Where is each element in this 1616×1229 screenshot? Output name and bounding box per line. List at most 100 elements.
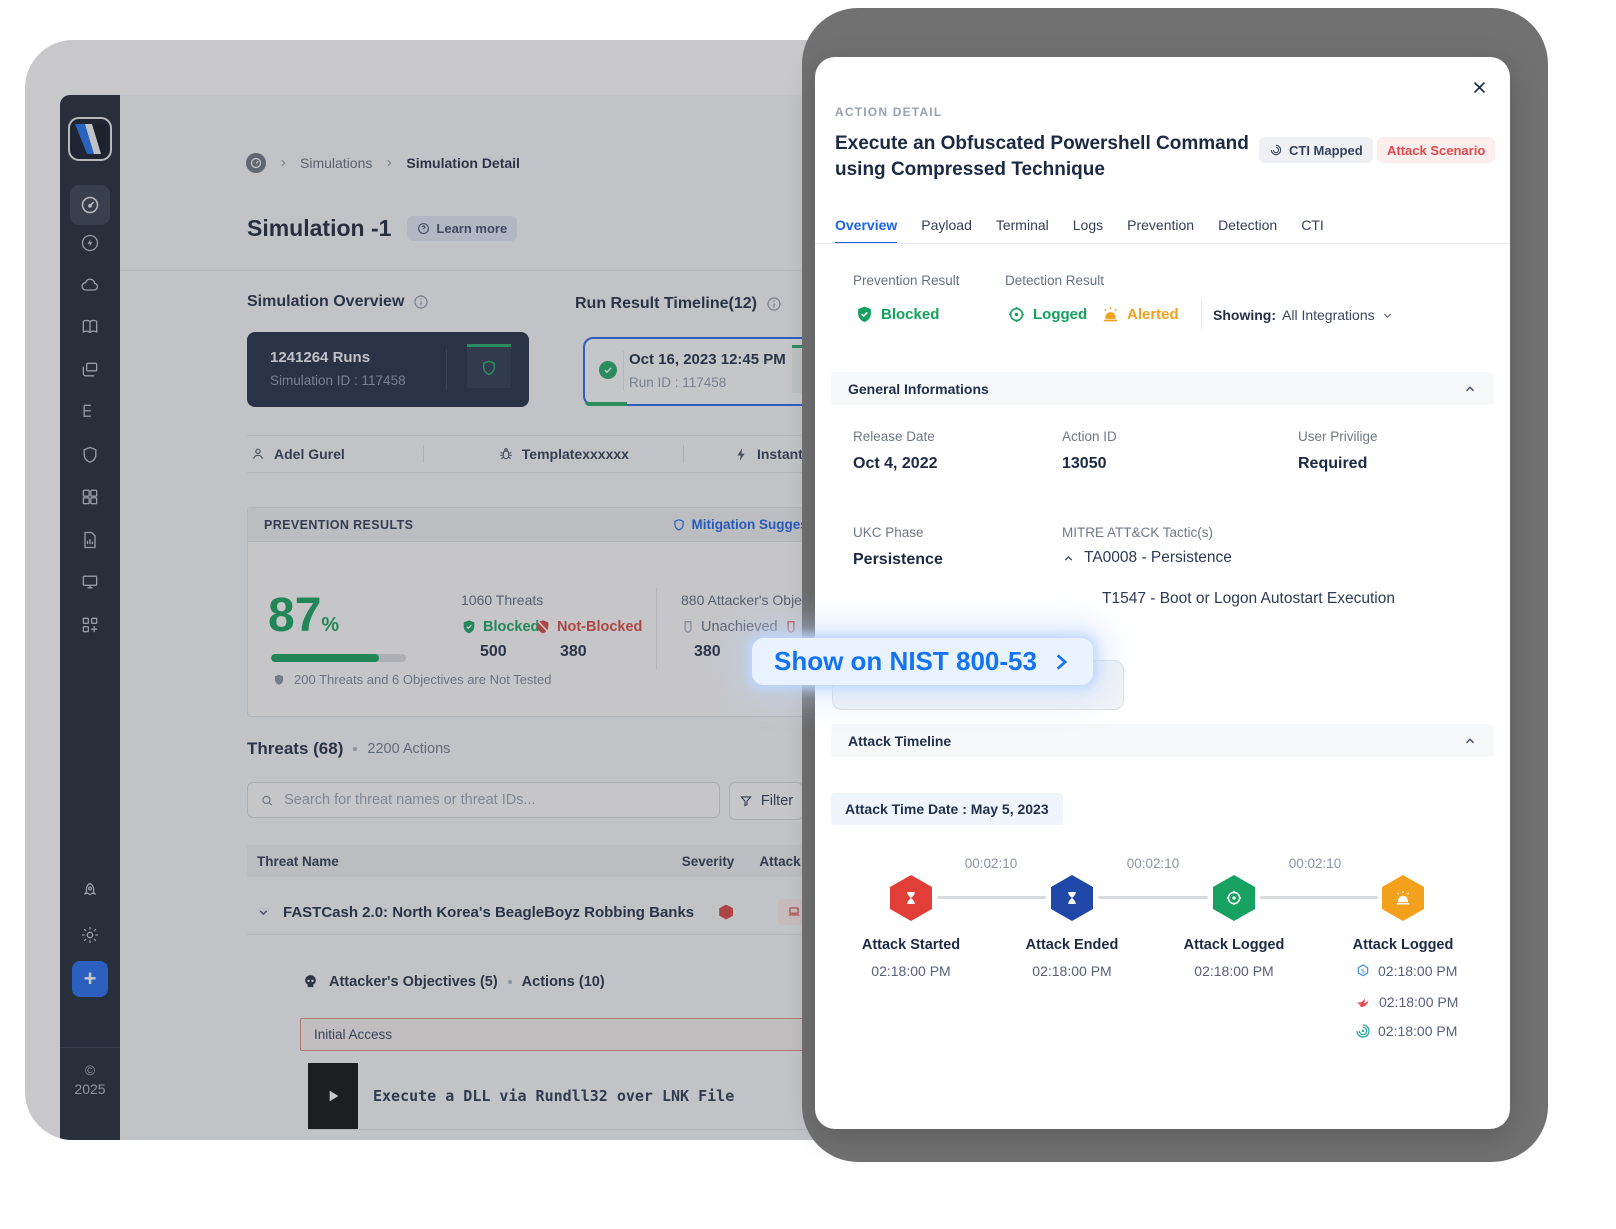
detection-alerted-value: Alerted bbox=[1101, 305, 1179, 324]
tab-prevention[interactable]: Prevention bbox=[1127, 217, 1195, 233]
attack-scenario-badge[interactable]: Attack Scenario bbox=[1377, 137, 1496, 163]
objectives-count[interactable]: Attacker's Objectives (5) bbox=[329, 973, 498, 990]
cti-mapped-badge[interactable]: CTI Mapped bbox=[1259, 137, 1373, 163]
bug-icon bbox=[500, 448, 512, 460]
action-name[interactable]: Execute a DLL via Rundll32 over LNK File bbox=[373, 1087, 735, 1105]
threats-total: 1060 Threats bbox=[461, 592, 544, 608]
app-logo[interactable] bbox=[68, 117, 112, 161]
ukc-phase-value: Persistence bbox=[853, 551, 943, 568]
threat-search[interactable] bbox=[247, 782, 720, 818]
schedule-mode: Instant bbox=[756, 446, 803, 462]
breadcrumb-simulations[interactable]: Simulations bbox=[300, 155, 373, 171]
info-icon[interactable] bbox=[413, 294, 429, 310]
sidebar-item-hierarchy[interactable] bbox=[80, 402, 100, 422]
action-play-button[interactable] bbox=[308, 1063, 358, 1129]
tab-terminal[interactable]: Terminal bbox=[995, 217, 1049, 233]
schedule-item[interactable]: Instant bbox=[734, 446, 803, 462]
chevron-up-icon bbox=[1466, 737, 1474, 743]
general-informations-header[interactable]: General Informations bbox=[831, 372, 1494, 405]
tab-cti[interactable]: CTI bbox=[1301, 217, 1324, 233]
template-item[interactable]: Templatexxxxxx bbox=[498, 446, 629, 462]
attack-logged-node bbox=[1213, 875, 1255, 921]
sidebar-item-whats-new[interactable] bbox=[80, 881, 100, 901]
general-informations-title: General Informations bbox=[848, 380, 989, 397]
tab-payload[interactable]: Payload bbox=[921, 217, 972, 233]
showing-filter[interactable]: Showing: All Integrations bbox=[1213, 307, 1394, 323]
swirl-integration-icon bbox=[1356, 1024, 1370, 1038]
mitre-tactic-row[interactable]: TA0008 - Persistence bbox=[1062, 549, 1232, 567]
col-threat-name: Threat Name bbox=[257, 853, 339, 869]
sidebar-item-reports[interactable] bbox=[80, 530, 100, 550]
sidebar-item-settings[interactable] bbox=[80, 925, 100, 945]
duration-1: 00:02:10 bbox=[964, 856, 1018, 871]
prevention-card-header: PREVENTION RESULTS Mitigation Suggestion… bbox=[248, 508, 874, 542]
run-date: Oct 16, 2023 12:45 PM bbox=[629, 351, 786, 368]
sidebar-item-security[interactable] bbox=[80, 445, 100, 465]
question-icon bbox=[418, 223, 430, 234]
chevron-up-icon bbox=[1064, 555, 1073, 561]
blocked-status: Blocked bbox=[881, 306, 940, 323]
screens-icon bbox=[82, 362, 98, 377]
show-on-nist-button[interactable]: Show on NIST 800-53 bbox=[752, 638, 1093, 685]
sidebar-item-environments[interactable] bbox=[80, 360, 100, 380]
chevron-down-icon[interactable] bbox=[257, 906, 270, 919]
home-gauge-icon[interactable] bbox=[246, 153, 266, 173]
sidebar-item-agents[interactable] bbox=[80, 572, 100, 592]
alarm-icon bbox=[1396, 891, 1410, 905]
template-name: Templatexxxxxx bbox=[521, 446, 629, 462]
runs-count: 1241264 Runs bbox=[270, 349, 371, 366]
sidebar-item-add-modules[interactable] bbox=[80, 615, 100, 635]
simulation-overview-heading: Simulation Overview bbox=[247, 293, 429, 311]
shield-check-icon bbox=[463, 620, 475, 634]
hourglass-icon bbox=[907, 892, 915, 904]
detection-result-label: Detection Result bbox=[1005, 273, 1105, 288]
unachieved-label: Unachieved bbox=[701, 619, 778, 635]
page-title-row: Simulation -1 Learn more bbox=[247, 215, 518, 242]
attack-time-date-chip: Attack Time Date : May 5, 2023 bbox=[831, 793, 1063, 825]
attack-timeline-header[interactable]: Attack Timeline bbox=[831, 724, 1494, 757]
action-title: Execute an Obfuscated Powershell Command… bbox=[835, 131, 1265, 183]
tab-detection[interactable]: Detection bbox=[1218, 217, 1278, 233]
sidebar-item-integrations[interactable] bbox=[80, 487, 100, 507]
tabs-divider bbox=[815, 243, 1510, 244]
unachieved-value: 380 bbox=[694, 643, 721, 660]
card-divider bbox=[446, 349, 447, 390]
sidebar-item-cloud[interactable] bbox=[80, 275, 100, 295]
node2-label: Attack Ended bbox=[1025, 937, 1119, 953]
ukc-phase-label: UKC Phase bbox=[853, 525, 924, 540]
node4-time-row-1: 02:18:00 PM bbox=[1355, 963, 1457, 979]
sidebar-item-dashboard[interactable] bbox=[70, 185, 110, 225]
runs-summary-card[interactable]: 1241264 Runs Simulation ID : 117458 bbox=[247, 332, 529, 407]
shield-icon bbox=[673, 518, 684, 531]
gauge-icon bbox=[81, 196, 99, 214]
blocked-label: Blocked bbox=[483, 619, 540, 635]
node1-time: 02:18:00 PM bbox=[871, 963, 951, 979]
success-check-icon bbox=[599, 361, 617, 379]
actions-count-label[interactable]: Actions (10) bbox=[521, 973, 605, 990]
stats-divider bbox=[656, 588, 657, 670]
copyright-year: 2025 bbox=[74, 1081, 106, 1097]
sidebar-add-button[interactable]: + bbox=[72, 961, 108, 997]
search-input[interactable] bbox=[282, 791, 707, 809]
tab-overview[interactable]: Overview bbox=[835, 217, 898, 244]
sidebar-item-attacks[interactable] bbox=[80, 233, 100, 253]
learn-more-button[interactable]: Learn more bbox=[407, 216, 518, 241]
dot-separator bbox=[507, 979, 512, 984]
sidebar-item-library[interactable] bbox=[80, 317, 100, 337]
tab-logs[interactable]: Logs bbox=[1072, 217, 1104, 233]
node4-time-1: 02:18:00 PM bbox=[1378, 963, 1458, 979]
mitre-technique-row[interactable]: T1547 - Boot or Logon Autostart Executio… bbox=[1102, 590, 1395, 608]
threat-name: FASTCash 2.0: North Korea's BeagleBoyz R… bbox=[283, 903, 695, 921]
attack-alerted-node bbox=[1382, 875, 1424, 921]
grid-plus-icon bbox=[82, 617, 98, 633]
shield-icon bbox=[274, 674, 284, 685]
owner-item[interactable]: Adel Gurel bbox=[250, 446, 345, 462]
col-severity: Severity bbox=[681, 853, 735, 869]
tree-list-icon bbox=[83, 404, 91, 417]
close-icon[interactable] bbox=[1467, 75, 1491, 99]
filter-button[interactable]: Filter bbox=[729, 782, 803, 820]
prevention-card-title: PREVENTION RESULTS bbox=[264, 517, 414, 532]
info-icon[interactable] bbox=[766, 296, 782, 312]
timeline-connector bbox=[1260, 896, 1378, 899]
monitor-icon bbox=[82, 575, 98, 589]
